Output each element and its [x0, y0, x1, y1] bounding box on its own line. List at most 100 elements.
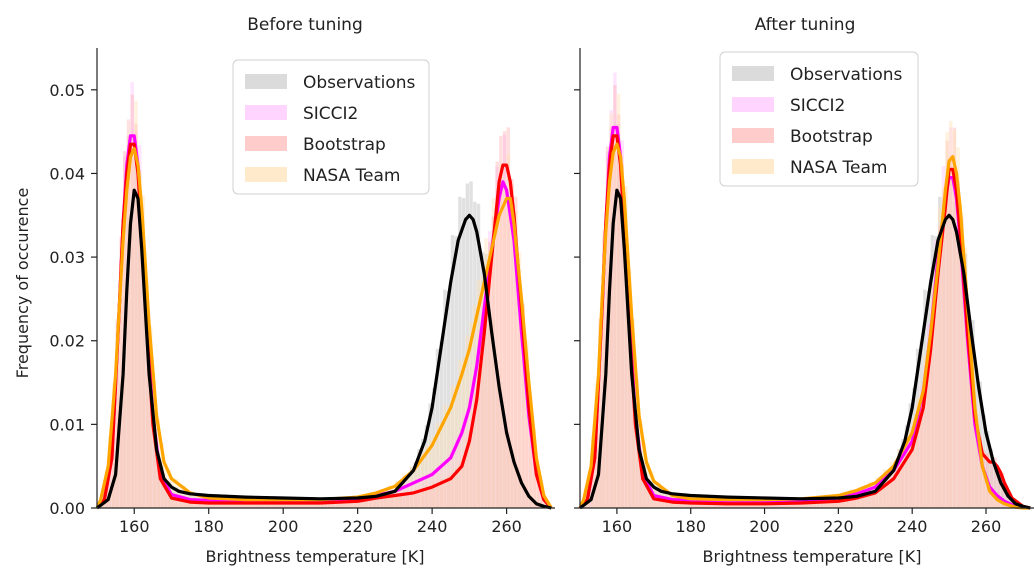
histogram-bin — [525, 340, 529, 508]
histogram-bin — [886, 475, 890, 508]
histogram-bin — [398, 486, 403, 508]
histogram-bin — [335, 501, 339, 508]
histogram-bin — [890, 461, 894, 508]
histogram-bin — [357, 497, 362, 508]
histogram-bin — [875, 483, 879, 508]
histogram-bin — [746, 503, 750, 508]
histogram-bin — [435, 464, 440, 508]
histogram-bin — [945, 183, 949, 508]
histogram-bin — [316, 502, 321, 508]
histogram-bin — [901, 443, 905, 508]
histogram-bin — [886, 470, 890, 508]
histogram-bin — [912, 418, 916, 508]
histogram-bin — [152, 435, 157, 508]
histogram-bin — [454, 236, 458, 508]
histogram-bin — [406, 491, 410, 508]
histogram-bin — [536, 466, 540, 508]
histogram-bin — [897, 449, 901, 508]
histogram-bin — [439, 479, 443, 508]
histogram-bin — [602, 382, 606, 508]
legend: Observations SICCI2 Bootstrap NASA Team — [232, 59, 430, 195]
histogram-bin — [938, 239, 942, 508]
histogram-bin — [495, 166, 499, 509]
y-tick-label: 0.04 — [49, 164, 85, 183]
histogram-bin — [642, 474, 647, 508]
histogram-bin — [860, 489, 864, 508]
histogram-bin — [860, 493, 864, 508]
histogram-bin — [679, 501, 684, 508]
histogram-bin — [428, 487, 432, 508]
x-tick-label: 240 — [897, 517, 928, 536]
histogram-bin — [327, 501, 332, 508]
histogram-bin — [915, 404, 920, 508]
histogram-bin — [587, 500, 591, 508]
histogram-bin — [536, 504, 540, 508]
histogram-bin — [657, 481, 661, 508]
histogram-bin — [365, 495, 369, 508]
histogram-bin — [368, 495, 373, 508]
histogram-bin — [409, 483, 414, 508]
histogram-bin — [827, 501, 831, 508]
histogram-bin — [204, 502, 209, 508]
histogram-bin — [974, 421, 979, 508]
histogram-bin — [167, 494, 172, 508]
histogram-bin — [893, 460, 898, 508]
histogram-bin — [949, 155, 953, 508]
histogram-bin — [149, 379, 153, 508]
histogram-bin — [661, 499, 665, 508]
histogram-bin — [283, 502, 287, 508]
histogram-bin — [156, 458, 161, 508]
histogram-bin — [409, 466, 414, 508]
histogram-bin — [742, 503, 746, 508]
histogram-bin — [631, 382, 636, 508]
histogram-bin — [115, 327, 120, 508]
histogram-bin — [801, 502, 805, 508]
histogram-bin — [160, 473, 164, 508]
histogram-bin — [510, 184, 514, 508]
histogram-bin — [993, 462, 997, 508]
histogram-bin — [476, 330, 481, 508]
histogram-bin — [624, 258, 628, 508]
histogram-bin — [602, 236, 606, 508]
histogram-bin — [528, 411, 533, 508]
histogram-bin — [723, 503, 728, 508]
histogram-bin — [690, 502, 695, 508]
histogram-bin — [480, 323, 484, 508]
histogram-bin — [982, 470, 986, 508]
histogram-bin — [447, 290, 451, 508]
histogram-bin — [664, 498, 669, 508]
histogram-bin — [986, 431, 990, 508]
histogram-bin — [290, 502, 295, 508]
histogram-bin — [716, 503, 720, 508]
histogram-bin — [257, 502, 261, 508]
histogram-bin — [532, 454, 537, 508]
histogram-bin — [613, 147, 617, 509]
histogram-bin — [926, 290, 931, 508]
histogram-bin — [978, 442, 983, 508]
histogram-bin — [598, 330, 602, 508]
histogram-bin — [402, 473, 406, 508]
histogram-bin — [450, 450, 455, 508]
histogram-bin — [886, 470, 890, 508]
y-tick-label: 0.03 — [49, 248, 85, 267]
histogram-bin — [376, 494, 380, 508]
histogram-bin — [420, 488, 425, 508]
histogram-bin — [104, 500, 108, 508]
histogram-bin — [934, 239, 938, 508]
histogram-bin — [152, 420, 157, 508]
x-tick-label: 220 — [342, 517, 373, 536]
histogram-bin — [694, 502, 698, 508]
y-tick-label: 0.02 — [49, 332, 85, 351]
histogram-bin — [893, 462, 898, 508]
histogram-bin — [727, 503, 732, 508]
x-tick-label: 180 — [675, 517, 706, 536]
histogram-bin — [272, 502, 276, 508]
histogram-bin — [882, 476, 887, 508]
histogram-bin — [528, 421, 533, 508]
histogram-bin — [469, 427, 473, 508]
histogram-bin — [420, 453, 425, 508]
histogram-bin — [819, 501, 824, 508]
histogram-bin — [517, 280, 522, 508]
histogram-bin — [350, 500, 354, 508]
density-line-observations — [579, 188, 1031, 510]
